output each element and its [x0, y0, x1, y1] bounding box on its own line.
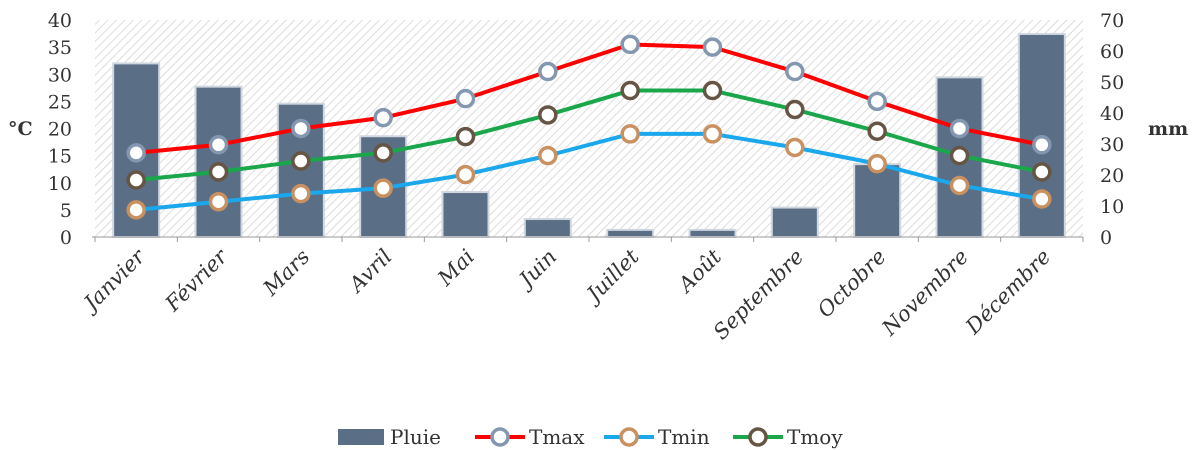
point-tmoy-10	[949, 145, 970, 166]
month-label: Novembre	[877, 245, 973, 341]
bar-pluie-1	[194, 85, 243, 239]
point-tmoy-4	[455, 126, 476, 147]
line-tmin	[135, 131, 1043, 212]
bar-pluie-4	[441, 191, 490, 239]
point-tmax-4	[455, 88, 476, 109]
point-tmoy-9	[867, 121, 887, 141]
point-tmax-2	[291, 118, 311, 139]
point-tmin-5	[538, 145, 558, 166]
right-tick-label: 60	[1100, 41, 1124, 63]
right-tick-label: 50	[1100, 72, 1124, 94]
point-tmoy-7	[702, 80, 723, 101]
left-tick-label: 30	[48, 64, 72, 86]
month-label: Mars	[258, 244, 315, 301]
bar-pluie-6	[606, 228, 655, 238]
point-tmax-5	[538, 61, 558, 82]
point-tmax-10	[949, 118, 970, 139]
point-tmoy-8	[785, 99, 805, 120]
point-tmin-7	[702, 124, 723, 144]
legend: Pluie Tmax Tmin Tmoy	[338, 425, 843, 449]
point-tmoy-6	[620, 80, 640, 101]
point-tmin-3	[373, 178, 393, 198]
point-tmax-9	[867, 91, 887, 112]
point-tmin-2	[291, 183, 311, 204]
point-tmax-6	[620, 34, 640, 55]
point-tmin-6	[620, 124, 640, 144]
point-tmax-8	[785, 61, 805, 82]
bar-pluie-8	[770, 206, 819, 239]
legend-marker-tmoy	[748, 427, 768, 447]
left-tick-label: 20	[48, 119, 72, 141]
month-label: Février	[160, 243, 233, 316]
point-tmax-7	[702, 37, 723, 57]
legend-label-tmax: Tmax	[529, 425, 585, 449]
legend-marker-tmax	[490, 427, 510, 447]
point-tmoy-3	[373, 143, 393, 163]
left-axis-label: °C	[8, 118, 33, 140]
month-label: Juillet	[579, 244, 644, 309]
point-tmin-10	[949, 175, 970, 196]
right-axis: 0 10 20 30 40 50 60 70	[1100, 10, 1124, 249]
line-tmax	[135, 42, 1043, 155]
month-label: Octobre	[813, 245, 891, 323]
point-tmin-0	[126, 200, 146, 220]
right-axis-label: mm	[1148, 118, 1188, 140]
left-tick-label: 35	[48, 37, 72, 59]
point-tmax-1	[208, 135, 229, 155]
left-tick-label: 5	[60, 200, 72, 222]
point-tmax-11	[1032, 135, 1052, 155]
month-label: Janvier	[77, 243, 152, 318]
line-tmoy	[135, 88, 1043, 183]
bar-pluie-5	[523, 218, 572, 239]
month-label: Mai	[433, 245, 479, 291]
right-tick-label: 0	[1100, 227, 1112, 249]
month-label: Décembre	[960, 245, 1055, 340]
legend-label-tmoy: Tmoy	[787, 425, 843, 449]
right-tick-label: 40	[1100, 103, 1124, 125]
point-tmoy-1	[208, 162, 229, 182]
point-tmin-9	[867, 154, 887, 174]
legend-swatch-pluie	[338, 429, 384, 445]
left-tick-label: 15	[48, 146, 72, 168]
temperature-lines	[126, 34, 1052, 220]
right-tick-label: 30	[1100, 134, 1124, 156]
bar-pluie-7	[688, 228, 737, 238]
left-tick-label: 0	[60, 227, 72, 249]
left-tick-label: 25	[48, 91, 72, 113]
point-tmax-3	[373, 107, 393, 128]
point-tmin-11	[1032, 189, 1052, 209]
bar-pluie-9	[853, 163, 902, 238]
legend-marker-tmin	[619, 427, 639, 447]
left-axis: 0 5 10 15 20 25 30 35 40	[48, 10, 72, 249]
legend-label-tmin: Tmin	[658, 425, 710, 449]
left-tick-label: 10	[48, 173, 72, 195]
right-tick-label: 70	[1100, 10, 1124, 32]
point-tmax-0	[126, 143, 146, 163]
month-label: Août	[672, 244, 726, 298]
legend-label-pluie: Pluie	[390, 425, 441, 449]
point-tmin-1	[208, 191, 229, 212]
point-tmin-4	[455, 164, 476, 185]
plot-background	[95, 20, 1083, 237]
month-label: Avril	[343, 245, 396, 298]
point-tmoy-11	[1032, 162, 1052, 182]
point-tmin-8	[785, 137, 805, 158]
right-tick-label: 20	[1100, 165, 1124, 187]
x-axis-ticks	[94, 237, 1084, 242]
right-tick-label: 10	[1100, 196, 1124, 218]
left-tick-label: 40	[48, 10, 72, 32]
point-tmoy-0	[126, 170, 146, 190]
month-label: Juin	[512, 245, 562, 295]
point-tmoy-5	[538, 105, 558, 125]
month-labels: Janvier Février Mars Avril Mai Juin Juillet Aoû…	[77, 243, 1056, 344]
point-tmoy-2	[291, 151, 311, 171]
